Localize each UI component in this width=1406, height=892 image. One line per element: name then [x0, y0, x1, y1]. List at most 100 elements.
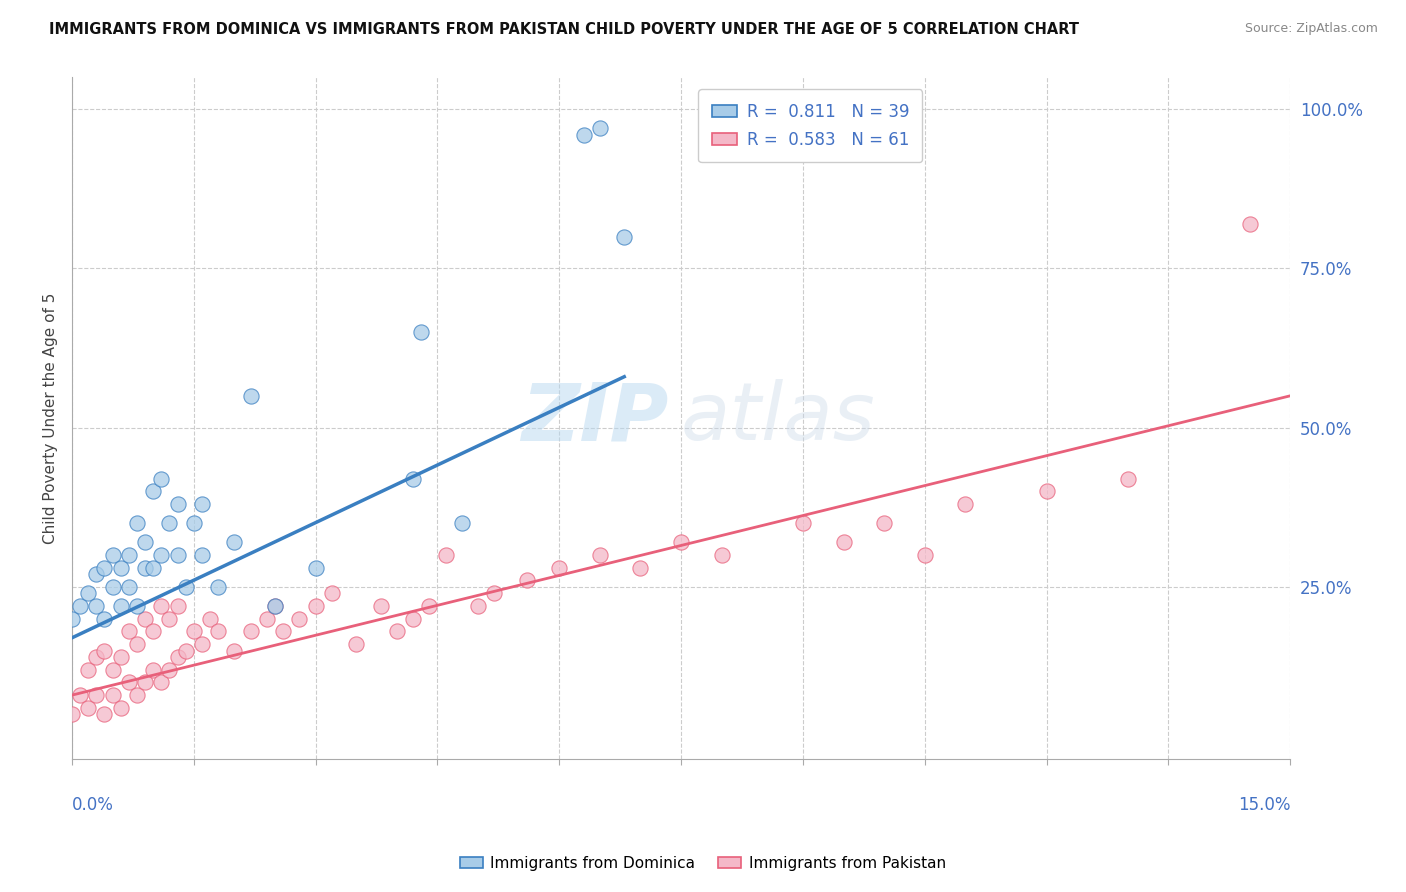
Point [86, 649, 108, 664]
Point [450, 516, 472, 531]
Text: atlas: atlas [681, 379, 876, 457]
Point [288, 612, 311, 626]
Point [86, 567, 108, 582]
Point [125, 516, 148, 531]
Legend: Immigrants from Dominica, Immigrants from Pakistan: Immigrants from Dominica, Immigrants fro… [454, 850, 952, 877]
Point [159, 663, 181, 677]
Point [321, 586, 343, 600]
Point [264, 599, 287, 613]
Point [77, 663, 100, 677]
Point [118, 548, 141, 562]
Point [191, 548, 214, 562]
Point [150, 548, 173, 562]
Point [467, 599, 489, 613]
Point [832, 535, 855, 549]
Point [77, 586, 100, 600]
Point [271, 624, 294, 639]
Legend: R =  0.811   N = 39, R =  0.583   N = 61: R = 0.811 N = 39, R = 0.583 N = 61 [699, 89, 922, 161]
Point [955, 497, 977, 511]
Point [207, 624, 229, 639]
Point [101, 548, 124, 562]
Point [134, 675, 156, 690]
Point [118, 675, 141, 690]
Point [101, 688, 124, 702]
Text: IMMIGRANTS FROM DOMINICA VS IMMIGRANTS FROM PAKISTAN CHILD POVERTY UNDER THE AGE: IMMIGRANTS FROM DOMINICA VS IMMIGRANTS F… [49, 22, 1080, 37]
Point [166, 497, 188, 511]
Point [125, 688, 148, 702]
Point [198, 612, 221, 626]
Point [125, 599, 148, 613]
Point [344, 637, 367, 651]
Text: 0.0%: 0.0% [72, 797, 114, 814]
Point [434, 548, 457, 562]
Point [191, 497, 214, 511]
Point [101, 663, 124, 677]
Point [589, 121, 612, 136]
Point [159, 612, 181, 626]
Point [150, 675, 173, 690]
Point [174, 580, 197, 594]
Point [516, 574, 538, 588]
Point [142, 560, 165, 574]
Point [1239, 217, 1261, 231]
Point [110, 599, 132, 613]
Point [402, 612, 425, 626]
Point [224, 643, 246, 657]
Point [239, 389, 262, 403]
Point [411, 325, 433, 339]
Point [93, 643, 115, 657]
Point [93, 612, 115, 626]
Point [1035, 484, 1057, 499]
Point [710, 548, 733, 562]
Point [224, 535, 246, 549]
Point [548, 560, 571, 574]
Point [873, 516, 896, 531]
Point [166, 548, 188, 562]
Point [159, 516, 181, 531]
Point [418, 599, 440, 613]
Point [183, 624, 205, 639]
Point [110, 649, 132, 664]
Point [207, 580, 229, 594]
Point [118, 580, 141, 594]
Point [86, 599, 108, 613]
Text: Source: ZipAtlas.com: Source: ZipAtlas.com [1244, 22, 1378, 36]
Point [264, 599, 287, 613]
Point [1116, 472, 1139, 486]
Point [110, 701, 132, 715]
Point [304, 560, 326, 574]
Point [174, 643, 197, 657]
Point [134, 612, 156, 626]
Point [484, 586, 506, 600]
Point [669, 535, 692, 549]
Point [142, 663, 165, 677]
Point [150, 599, 173, 613]
Point [183, 516, 205, 531]
Text: ZIP: ZIP [522, 379, 669, 457]
Point [118, 624, 141, 639]
Point [166, 649, 188, 664]
Point [630, 560, 652, 574]
Point [402, 472, 425, 486]
Point [385, 624, 408, 639]
Y-axis label: Child Poverty Under the Age of 5: Child Poverty Under the Age of 5 [44, 293, 58, 544]
Point [792, 516, 814, 531]
Point [142, 484, 165, 499]
Point [60, 707, 83, 722]
Point [370, 599, 392, 613]
Text: 15.0%: 15.0% [1237, 797, 1291, 814]
Point [239, 624, 262, 639]
Point [166, 599, 188, 613]
Point [134, 560, 156, 574]
Point [69, 688, 91, 702]
Point [101, 580, 124, 594]
Point [613, 229, 636, 244]
Point [142, 624, 165, 639]
Point [125, 637, 148, 651]
Point [304, 599, 326, 613]
Point [93, 560, 115, 574]
Point [86, 688, 108, 702]
Point [191, 637, 214, 651]
Point [134, 535, 156, 549]
Point [60, 612, 83, 626]
